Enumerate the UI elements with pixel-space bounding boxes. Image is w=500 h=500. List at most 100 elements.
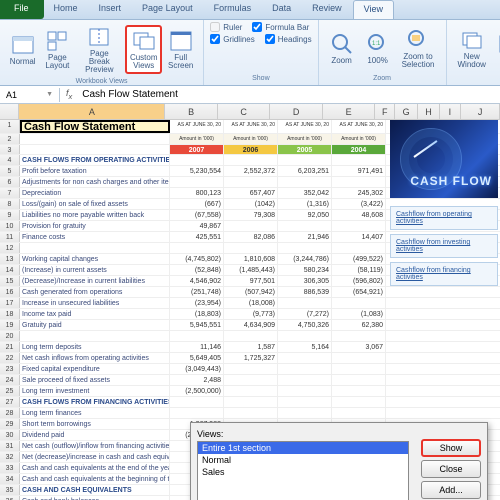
cell-E18[interactable]: (1,083) [332, 309, 386, 319]
cell-A28[interactable]: Long term finances [20, 408, 170, 418]
cell-A9[interactable]: Liabilities no more payable written back [20, 210, 170, 220]
cell-D16[interactable]: 886,539 [278, 287, 332, 297]
cell-E27[interactable] [332, 397, 386, 407]
page-layout-button[interactable]: Page Layout [41, 26, 73, 73]
cell-C14[interactable]: (1,485,443) [224, 265, 278, 275]
tab-home[interactable]: Home [44, 0, 89, 19]
row-6[interactable]: 6 [0, 177, 20, 187]
row-29[interactable]: 29 [0, 419, 20, 429]
normal-view-button[interactable]: Normal [6, 30, 39, 69]
col-H[interactable]: H [418, 104, 439, 119]
link-investing[interactable]: Cashflow from investing activities [390, 234, 498, 258]
cell-C23[interactable] [224, 364, 278, 374]
cell-B22[interactable]: 5,649,405 [170, 353, 224, 363]
link-operating[interactable]: Cashflow from operating activities [390, 206, 498, 230]
cell-B23[interactable]: (3,049,443) [170, 364, 224, 374]
cell-D11[interactable]: 21,946 [278, 232, 332, 242]
cell-E15[interactable]: (596,802) [332, 276, 386, 286]
view-item-2[interactable]: Sales [198, 466, 408, 478]
cell-C27[interactable] [224, 397, 278, 407]
cell-D22[interactable] [278, 353, 332, 363]
cell-E16[interactable]: (654,921) [332, 287, 386, 297]
gridlines-checkbox[interactable] [210, 34, 220, 44]
views-listbox[interactable]: Entire 1st section Normal Sales [197, 441, 409, 500]
cell-A30[interactable]: Dividend paid [20, 430, 170, 440]
cell-C12[interactable] [224, 243, 278, 253]
tab-review[interactable]: Review [302, 0, 353, 19]
cell-E22[interactable] [332, 353, 386, 363]
cell-B4[interactable] [170, 155, 224, 165]
row-5[interactable]: 5 [0, 166, 20, 176]
headings-checkbox[interactable] [265, 34, 275, 44]
cell-D25[interactable] [278, 386, 332, 396]
row-23[interactable]: 23 [0, 364, 20, 374]
cell-C22[interactable]: 1,725,327 [224, 353, 278, 363]
cell-C28[interactable] [224, 408, 278, 418]
row-17[interactable]: 17 [0, 298, 20, 308]
col-F[interactable]: F [375, 104, 394, 119]
cell-A29[interactable]: Short term borrowings [20, 419, 170, 429]
row-22[interactable]: 22 [0, 353, 20, 363]
cell-D23[interactable] [278, 364, 332, 374]
cell-B10[interactable]: 49,867 [170, 221, 224, 231]
cell-E17[interactable] [332, 298, 386, 308]
cell-D17[interactable] [278, 298, 332, 308]
col-D[interactable]: D [270, 104, 323, 119]
cell-E24[interactable] [332, 375, 386, 385]
zoom-to-selection-button[interactable]: Zoom to Selection [397, 25, 440, 72]
cell-D14[interactable]: 580,234 [278, 265, 332, 275]
cell-B21[interactable]: 11,146 [170, 342, 224, 352]
tab-file[interactable]: File [0, 0, 44, 19]
col-J[interactable]: J [461, 104, 500, 119]
cell-B12[interactable] [170, 243, 224, 253]
cell-E13[interactable]: (499,522) [332, 254, 386, 264]
cell-A21[interactable]: Long term deposits [20, 342, 170, 352]
cell-A18[interactable]: Income tax paid [20, 309, 170, 319]
row-14[interactable]: 14 [0, 265, 20, 275]
row-32[interactable]: 32 [0, 452, 20, 462]
formula-value[interactable]: Cash Flow Statement [78, 87, 182, 102]
cell-D18[interactable]: (7,272) [278, 309, 332, 319]
link-financing[interactable]: Cashflow from financing activities [390, 262, 498, 286]
cell-C11[interactable]: 82,086 [224, 232, 278, 242]
cell-C13[interactable]: 1,810,608 [224, 254, 278, 264]
row-10[interactable]: 10 [0, 221, 20, 231]
col-A[interactable]: A [19, 104, 165, 119]
row-7[interactable]: 7 [0, 188, 20, 198]
arrange-button[interactable]: Arr [493, 29, 500, 68]
cell-A20[interactable] [20, 331, 170, 341]
tab-data[interactable]: Data [262, 0, 302, 19]
cell-C19[interactable]: 4,634,909 [224, 320, 278, 330]
add-button[interactable]: Add... [421, 481, 481, 499]
cell-D10[interactable] [278, 221, 332, 231]
cell-D8[interactable]: (1,316) [278, 199, 332, 209]
cell-D21[interactable]: 5,164 [278, 342, 332, 352]
formula-bar-checkbox[interactable] [252, 22, 262, 32]
row-35[interactable]: 35 [0, 485, 20, 495]
cell-A32[interactable]: Net (decrease)/increase in cash and cash… [20, 452, 170, 462]
cell-A10[interactable]: Provision for gratuity [20, 221, 170, 231]
row-34[interactable]: 34 [0, 474, 20, 484]
cell-E4[interactable] [332, 155, 386, 165]
cell-C21[interactable]: 1,587 [224, 342, 278, 352]
cell-A6[interactable]: Adjustments for non cash charges and oth… [20, 177, 170, 187]
cell-B13[interactable]: (4,745,802) [170, 254, 224, 264]
cell-D24[interactable] [278, 375, 332, 385]
cell-B11[interactable]: 425,551 [170, 232, 224, 242]
tab-view[interactable]: View [353, 0, 394, 19]
row-28[interactable]: 28 [0, 408, 20, 418]
full-screen-button[interactable]: Full Screen [164, 26, 197, 73]
custom-views-button[interactable]: Custom Views [125, 25, 162, 74]
cell-B28[interactable] [170, 408, 224, 418]
row-9[interactable]: 9 [0, 210, 20, 220]
cell-B24[interactable]: 2,488 [170, 375, 224, 385]
cell-B20[interactable] [170, 331, 224, 341]
cell-B18[interactable]: (18,803) [170, 309, 224, 319]
worksheet-grid[interactable]: 1Cash Flow StatementAS AT JUNE 30, 20AS … [0, 120, 500, 500]
cell-C20[interactable] [224, 331, 278, 341]
cell-B9[interactable]: (67,558) [170, 210, 224, 220]
row-1[interactable]: 1 [0, 120, 20, 133]
row-25[interactable]: 25 [0, 386, 20, 396]
cell-B5[interactable]: 5,230,554 [170, 166, 224, 176]
cell-A25[interactable]: Long term investment [20, 386, 170, 396]
